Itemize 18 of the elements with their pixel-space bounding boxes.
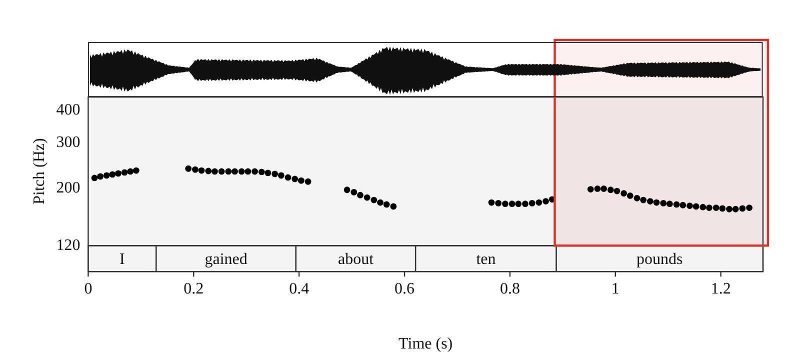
x-tick-label: 0.8 bbox=[500, 280, 520, 298]
x-tick-label: 0.2 bbox=[184, 280, 204, 298]
x-tick-label: 1 bbox=[611, 280, 620, 298]
x-tick-label: 1.2 bbox=[710, 280, 731, 298]
x-tick-label: 0.6 bbox=[394, 280, 415, 298]
band-label: about bbox=[338, 250, 374, 268]
y-tick-label: 400 bbox=[56, 101, 80, 118]
y-tick-label: 300 bbox=[56, 134, 80, 151]
y-tick-label: 120 bbox=[56, 236, 80, 254]
band-label: gained bbox=[204, 250, 248, 268]
band-label: I bbox=[120, 250, 125, 268]
y-tick-label: 200 bbox=[56, 179, 80, 196]
band-label: ten bbox=[476, 250, 496, 268]
band-label: pounds bbox=[636, 250, 683, 268]
x-tick-label: 0 bbox=[84, 280, 92, 298]
y-axis-title: Pitch (Hz) bbox=[30, 138, 48, 204]
x-tick-label: 0.4 bbox=[289, 280, 310, 298]
x-axis-title: Time (s) bbox=[398, 336, 453, 353]
